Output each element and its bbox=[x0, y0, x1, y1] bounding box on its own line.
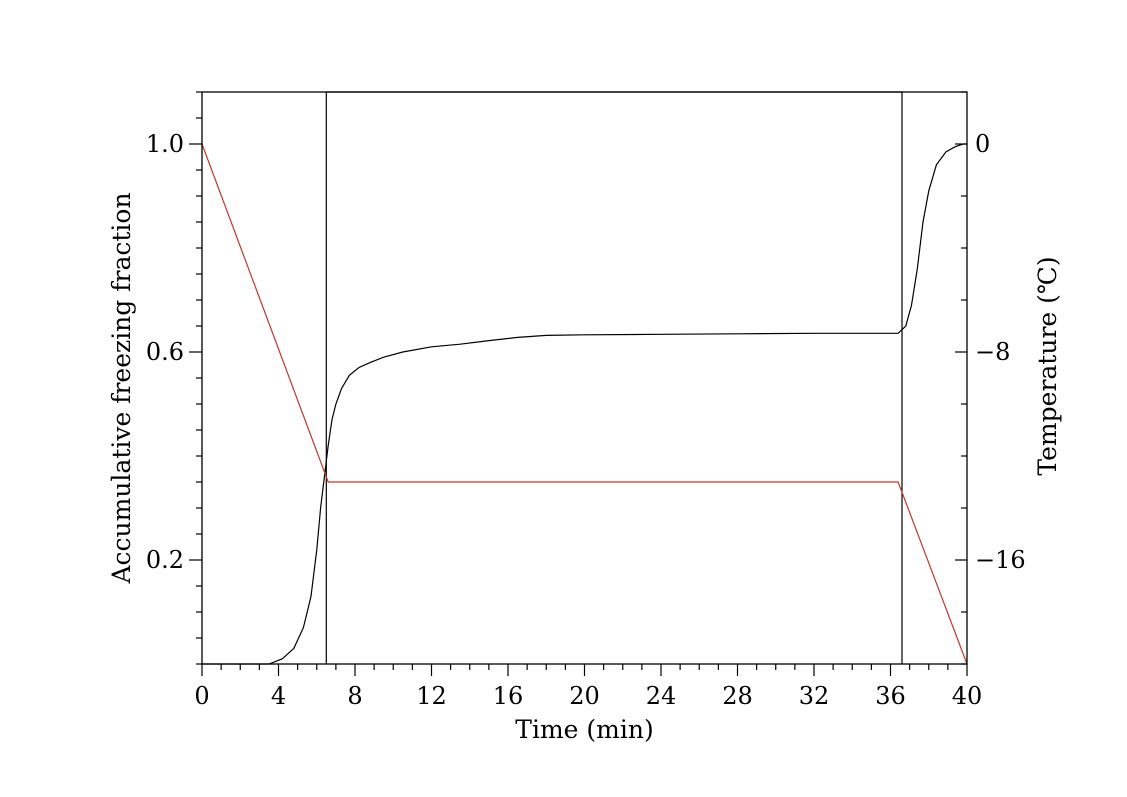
x-tick-label: 24 bbox=[646, 682, 677, 710]
x-tick-label: 0 bbox=[194, 682, 209, 710]
series-layer bbox=[201, 91, 968, 665]
right-y-axis-title: Temperature (℃) bbox=[1033, 256, 1062, 475]
plot-frame bbox=[201, 91, 968, 665]
x-tick-label: 8 bbox=[347, 682, 362, 710]
left-y-tick-label: 1.0 bbox=[146, 130, 184, 158]
x-tick-label: 40 bbox=[952, 682, 983, 710]
x-tick-label: 28 bbox=[722, 682, 753, 710]
series-line-2 bbox=[325, 91, 903, 664]
left-y-axis-title: Accumulative freezing fraction bbox=[107, 192, 136, 584]
x-axis-title: Time (min) bbox=[515, 715, 653, 744]
series-line-3 bbox=[201, 143, 968, 665]
x-tick-label: 16 bbox=[493, 682, 524, 710]
x-tick-label: 12 bbox=[416, 682, 447, 710]
right-y-tick-label: 0 bbox=[975, 130, 990, 158]
x-tick-label: 20 bbox=[569, 682, 600, 710]
series-line-1 bbox=[202, 143, 967, 665]
right-y-tick-label: −16 bbox=[975, 546, 1026, 574]
x-tick-label: 32 bbox=[799, 682, 830, 710]
left-y-tick-label: 0.2 bbox=[146, 546, 184, 574]
left-y-tick-label: 0.6 bbox=[146, 338, 184, 366]
x-tick-label: 36 bbox=[875, 682, 906, 710]
x-tick-label: 4 bbox=[271, 682, 286, 710]
right-y-tick-label: −8 bbox=[975, 338, 1010, 366]
axes-layer: 0 4 8 12 16 20 24 28 32 36 40 0.2 0.6 1.0 0 −8 −16 bbox=[146, 91, 1026, 710]
